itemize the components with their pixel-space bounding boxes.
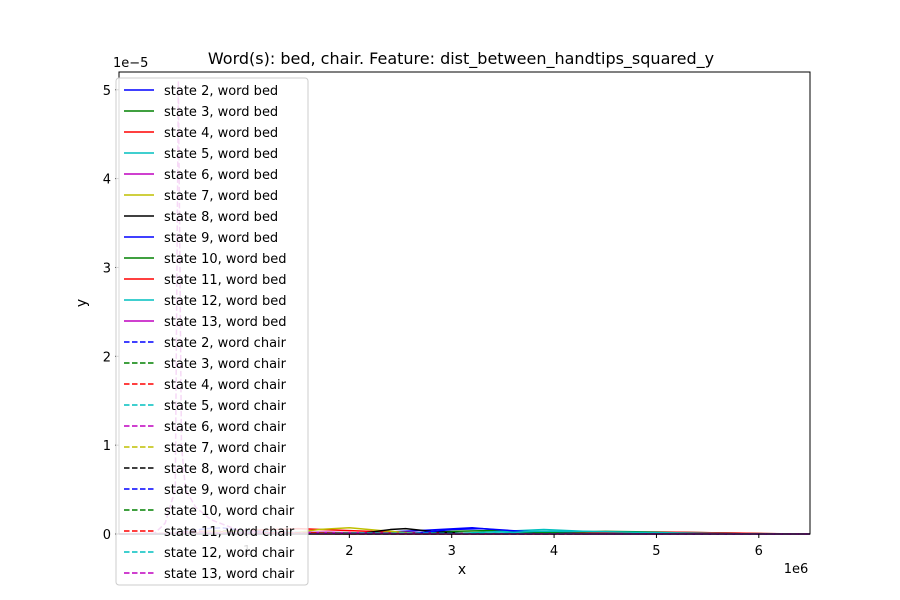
legend-label-21: state 10, word chair	[164, 504, 295, 519]
legend-label-11: state 12, word bed	[164, 294, 286, 309]
x-tick-label: 4	[550, 544, 558, 559]
legend-label-19: state 8, word chair	[164, 462, 287, 477]
legend-label-6: state 7, word bed	[164, 189, 278, 204]
legend-label-15: state 4, word chair	[164, 378, 287, 393]
legend-label-9: state 10, word bed	[164, 252, 286, 267]
legend-label-7: state 8, word bed	[164, 210, 278, 225]
x-tick-label: 6	[755, 544, 763, 559]
x-tick-label: 5	[652, 544, 660, 559]
x-tick-label: 2	[345, 544, 353, 559]
x-axis-label: x	[458, 562, 466, 578]
y-tick-label: 2	[103, 350, 111, 365]
legend-label-1: state 2, word bed	[164, 84, 278, 99]
legend: state 2, word bed state 3, word bed state …	[115, 77, 309, 586]
y-tick-label: 3	[103, 261, 111, 276]
legend-label-12: state 13, word bed	[164, 315, 286, 330]
legend-label-17: state 6, word chair	[164, 420, 287, 435]
legend-label-23: state 12, word chair	[164, 546, 295, 561]
legend-label-2: state 3, word bed	[164, 105, 278, 120]
x-offset-label: 1e6	[784, 562, 809, 577]
x-tick-label: 3	[448, 544, 456, 559]
chart-title: Word(s): bed, chair. Feature: dist_betwe…	[208, 49, 714, 69]
legend-label-4: state 5, word bed	[164, 147, 278, 162]
legend-label-24: state 13, word chair	[164, 567, 295, 582]
y-axis-label: y	[74, 299, 90, 307]
legend-label-22: state 11, word chair	[164, 525, 295, 540]
legend-label-16: state 5, word chair	[164, 399, 287, 414]
legend-label-18: state 7, word chair	[164, 441, 287, 456]
legend-label-14: state 3, word chair	[164, 357, 287, 372]
y-tick-label: 0	[103, 528, 111, 543]
y-tick-label: 5	[103, 84, 111, 99]
legend-label-3: state 4, word bed	[164, 126, 278, 141]
y-offset-label: 1e−5	[113, 56, 148, 71]
legend-label-8: state 9, word bed	[164, 231, 278, 246]
y-tick-label: 4	[103, 173, 111, 188]
legend-label-5: state 6, word bed	[164, 168, 278, 183]
legend-label-20: state 9, word chair	[164, 483, 287, 498]
y-tick-label: 1	[103, 439, 111, 454]
legend-label-13: state 2, word chair	[164, 336, 287, 351]
legend-label-10: state 11, word bed	[164, 273, 286, 288]
legend-box	[115, 77, 309, 586]
